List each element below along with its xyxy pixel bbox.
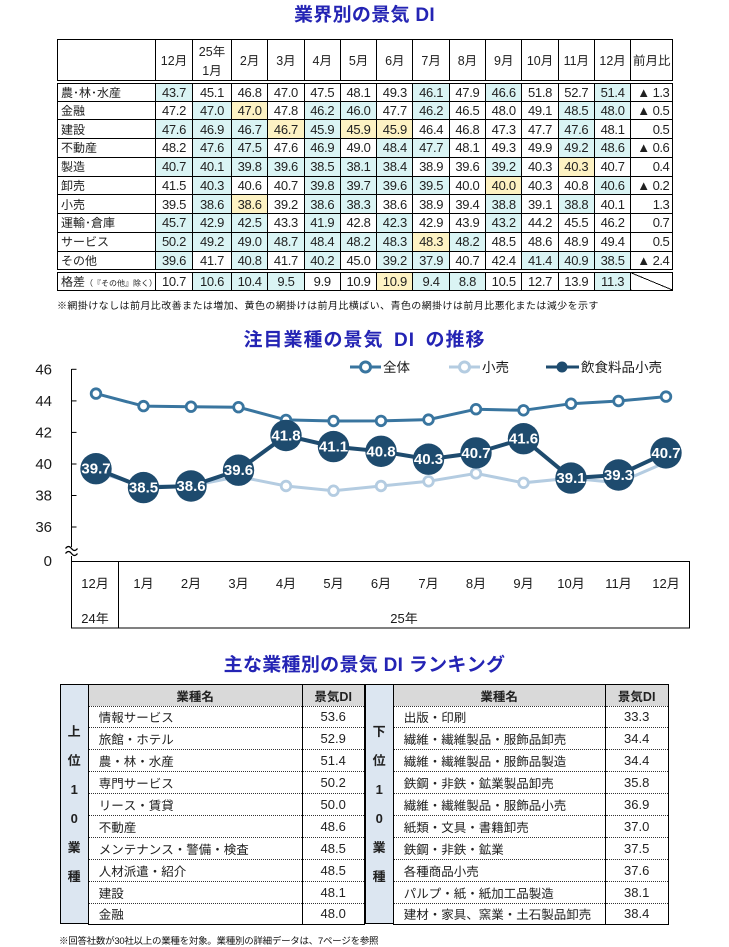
svg-text:8月: 8月 (466, 576, 486, 591)
svg-text:全体: 全体 (383, 360, 410, 375)
svg-text:25年: 25年 (390, 611, 417, 626)
svg-text:41.8: 41.8 (271, 428, 300, 445)
svg-text:9月: 9月 (513, 576, 533, 591)
svg-text:42: 42 (35, 424, 52, 441)
svg-text:46: 46 (35, 361, 52, 378)
svg-text:0: 0 (44, 553, 52, 570)
svg-text:11月: 11月 (605, 576, 632, 591)
svg-text:40.8: 40.8 (366, 443, 395, 460)
svg-text:40.3: 40.3 (414, 451, 443, 468)
svg-text:38.6: 38.6 (176, 478, 205, 495)
svg-text:4月: 4月 (276, 576, 296, 591)
svg-text:39.6: 39.6 (224, 462, 253, 479)
svg-text:38: 38 (35, 488, 52, 505)
svg-text:40.7: 40.7 (461, 445, 490, 462)
svg-text:41.1: 41.1 (319, 439, 348, 456)
svg-text:5月: 5月 (323, 576, 343, 591)
svg-text:39.7: 39.7 (81, 461, 110, 478)
svg-text:小売: 小売 (482, 360, 509, 375)
svg-text:40.7: 40.7 (651, 445, 680, 462)
svg-text:飲食料品小売: 飲食料品小売 (581, 360, 662, 375)
svg-text:44: 44 (35, 393, 52, 410)
svg-text:24年: 24年 (81, 611, 108, 626)
svg-text:39.3: 39.3 (604, 467, 633, 484)
svg-text:40: 40 (35, 456, 52, 473)
svg-text:6月: 6月 (371, 576, 391, 591)
svg-text:10月: 10月 (557, 576, 584, 591)
svg-text:12月: 12月 (81, 576, 108, 591)
svg-text:1月: 1月 (133, 576, 153, 591)
svg-text:36: 36 (35, 519, 52, 536)
svg-text:3月: 3月 (228, 576, 248, 591)
svg-text:7月: 7月 (418, 576, 438, 591)
svg-text:12月: 12月 (652, 576, 679, 591)
svg-text:39.1: 39.1 (556, 470, 585, 487)
svg-text:38.5: 38.5 (129, 480, 158, 497)
svg-text:2月: 2月 (181, 576, 201, 591)
svg-text:41.6: 41.6 (509, 431, 538, 448)
